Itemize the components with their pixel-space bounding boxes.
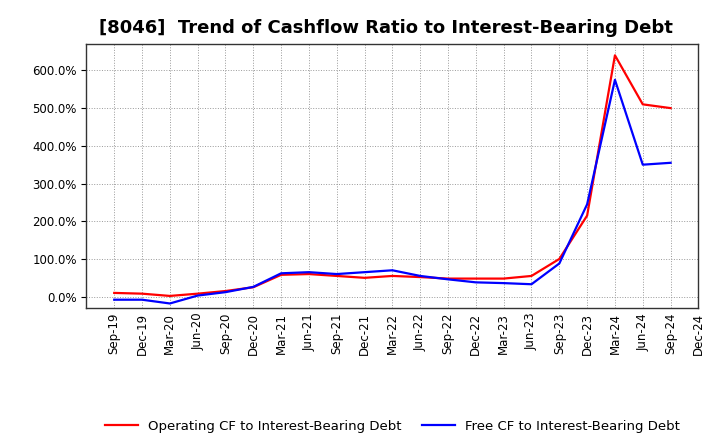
Free CF to Interest-Bearing Debt [333, 271, 341, 277]
Free CF to Interest-Bearing Debt [416, 273, 425, 279]
Legend: Operating CF to Interest-Bearing Debt, Free CF to Interest-Bearing Debt: Operating CF to Interest-Bearing Debt, F… [99, 415, 685, 439]
Operating CF to Interest-Bearing Debt [444, 276, 452, 281]
Operating CF to Interest-Bearing Debt [500, 276, 508, 281]
Operating CF to Interest-Bearing Debt [166, 293, 174, 299]
Operating CF to Interest-Bearing Debt [194, 291, 202, 296]
Free CF to Interest-Bearing Debt [305, 270, 313, 275]
Operating CF to Interest-Bearing Debt [110, 290, 119, 296]
Operating CF to Interest-Bearing Debt [249, 285, 258, 290]
Operating CF to Interest-Bearing Debt [138, 291, 146, 296]
Free CF to Interest-Bearing Debt [194, 293, 202, 298]
Operating CF to Interest-Bearing Debt [360, 275, 369, 280]
Operating CF to Interest-Bearing Debt [221, 288, 230, 293]
Free CF to Interest-Bearing Debt [500, 280, 508, 286]
Free CF to Interest-Bearing Debt [360, 270, 369, 275]
Free CF to Interest-Bearing Debt [666, 160, 675, 165]
Free CF to Interest-Bearing Debt [611, 77, 619, 82]
Operating CF to Interest-Bearing Debt [611, 53, 619, 58]
Free CF to Interest-Bearing Debt [555, 261, 564, 266]
Free CF to Interest-Bearing Debt [582, 202, 591, 207]
Free CF to Interest-Bearing Debt [527, 282, 536, 287]
Operating CF to Interest-Bearing Debt [472, 276, 480, 281]
Free CF to Interest-Bearing Debt [166, 301, 174, 306]
Operating CF to Interest-Bearing Debt [582, 213, 591, 218]
Free CF to Interest-Bearing Debt [138, 297, 146, 302]
Operating CF to Interest-Bearing Debt [388, 273, 397, 279]
Free CF to Interest-Bearing Debt [249, 284, 258, 290]
Operating CF to Interest-Bearing Debt [416, 275, 425, 280]
Free CF to Interest-Bearing Debt [110, 297, 119, 302]
Free CF to Interest-Bearing Debt [639, 162, 647, 167]
Operating CF to Interest-Bearing Debt [555, 257, 564, 262]
Free CF to Interest-Bearing Debt [276, 271, 285, 276]
Operating CF to Interest-Bearing Debt [333, 273, 341, 279]
Free CF to Interest-Bearing Debt [221, 290, 230, 295]
Operating CF to Interest-Bearing Debt [276, 272, 285, 278]
Operating CF to Interest-Bearing Debt [639, 102, 647, 107]
Line: Operating CF to Interest-Bearing Debt: Operating CF to Interest-Bearing Debt [114, 55, 670, 296]
Text: [8046]  Trend of Cashflow Ratio to Interest-Bearing Debt: [8046] Trend of Cashflow Ratio to Intere… [99, 19, 672, 37]
Operating CF to Interest-Bearing Debt [527, 273, 536, 279]
Free CF to Interest-Bearing Debt [444, 277, 452, 282]
Line: Free CF to Interest-Bearing Debt: Free CF to Interest-Bearing Debt [114, 80, 670, 304]
Free CF to Interest-Bearing Debt [472, 280, 480, 285]
Free CF to Interest-Bearing Debt [388, 268, 397, 273]
Operating CF to Interest-Bearing Debt [305, 271, 313, 277]
Operating CF to Interest-Bearing Debt [666, 106, 675, 111]
